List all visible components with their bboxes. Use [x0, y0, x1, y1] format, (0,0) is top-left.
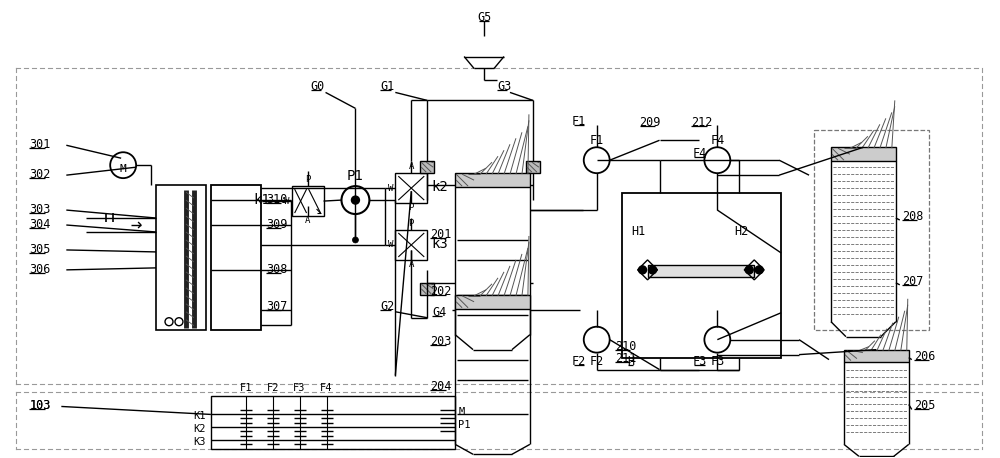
Text: 310: 310	[266, 193, 287, 206]
Circle shape	[351, 196, 359, 204]
Text: H1: H1	[632, 225, 646, 238]
Text: 308: 308	[266, 263, 287, 276]
Text: F3: F3	[710, 354, 724, 368]
Bar	[455, 173, 530, 187]
Text: F3: F3	[692, 354, 707, 368]
Text: 302: 302	[29, 168, 51, 181]
Bar	[420, 283, 434, 295]
Circle shape	[639, 266, 647, 274]
Text: 210: 210	[615, 340, 636, 353]
Bar	[211, 185, 261, 330]
Text: G2: G2	[380, 300, 395, 313]
Bar	[526, 161, 540, 173]
Bar	[648, 265, 754, 277]
Text: 208: 208	[902, 210, 923, 223]
Text: 207: 207	[902, 275, 923, 288]
Text: F3: F3	[293, 382, 306, 393]
Bar	[395, 230, 427, 260]
Text: P: P	[409, 219, 414, 228]
Text: 103: 103	[29, 399, 51, 413]
Text: k2: k2	[431, 180, 448, 194]
Bar	[395, 173, 427, 203]
Text: W: W	[388, 240, 393, 250]
Text: k1: k1	[253, 193, 270, 207]
Text: F1: F1	[240, 382, 252, 393]
Text: 203: 203	[430, 335, 452, 348]
Text: 206: 206	[914, 349, 935, 363]
Text: P: P	[409, 203, 414, 212]
Circle shape	[745, 266, 753, 274]
Text: 307: 307	[266, 300, 287, 313]
Text: W: W	[388, 184, 393, 193]
Text: G3: G3	[497, 81, 511, 93]
Bar	[831, 147, 896, 161]
Bar	[156, 185, 206, 330]
Bar	[844, 349, 909, 362]
Text: K1: K1	[193, 411, 206, 421]
Text: A: A	[409, 260, 414, 269]
Text: 305: 305	[29, 243, 51, 256]
Text: A: A	[409, 162, 414, 171]
Text: 304: 304	[29, 218, 51, 231]
Text: 211: 211	[615, 352, 636, 365]
Text: K3: K3	[193, 437, 206, 447]
Text: F1: F1	[572, 115, 586, 128]
Text: P: P	[305, 175, 310, 184]
Text: G5: G5	[477, 11, 491, 24]
Text: F2: F2	[266, 382, 279, 393]
Bar	[420, 161, 434, 173]
Bar	[455, 295, 530, 309]
Text: 301: 301	[29, 138, 51, 151]
Text: F2: F2	[572, 354, 586, 368]
Text: 201: 201	[430, 228, 452, 241]
Text: 212: 212	[691, 116, 713, 129]
Text: 209: 209	[640, 116, 661, 129]
Text: F4: F4	[692, 147, 707, 160]
Bar	[211, 397, 455, 449]
Text: G4: G4	[432, 306, 446, 319]
Text: A: A	[305, 216, 310, 225]
Text: 204: 204	[430, 380, 452, 393]
Bar	[622, 193, 781, 358]
Text: 205: 205	[914, 399, 935, 413]
Text: G0: G0	[311, 81, 325, 93]
Text: P1: P1	[347, 169, 364, 183]
Text: P1: P1	[458, 420, 471, 431]
Bar	[292, 186, 324, 216]
Bar	[814, 130, 929, 330]
Text: K2: K2	[193, 425, 206, 434]
Text: H2: H2	[734, 225, 749, 238]
Circle shape	[649, 266, 657, 274]
Text: G1: G1	[380, 81, 395, 93]
Text: 202: 202	[430, 285, 452, 298]
Text: 306: 306	[29, 263, 51, 276]
Text: M: M	[458, 408, 464, 417]
Text: W: W	[284, 196, 290, 206]
Text: F4: F4	[710, 134, 724, 147]
Text: k3: k3	[431, 237, 448, 251]
Text: H: H	[628, 354, 635, 368]
Circle shape	[755, 266, 763, 274]
Text: F2: F2	[590, 354, 604, 368]
Text: M: M	[120, 164, 127, 174]
Text: 303: 303	[29, 203, 51, 216]
Circle shape	[352, 237, 358, 243]
Text: F4: F4	[320, 382, 333, 393]
Text: 309: 309	[266, 218, 287, 231]
Text: 103: 103	[29, 399, 51, 413]
Text: F1: F1	[590, 134, 604, 147]
